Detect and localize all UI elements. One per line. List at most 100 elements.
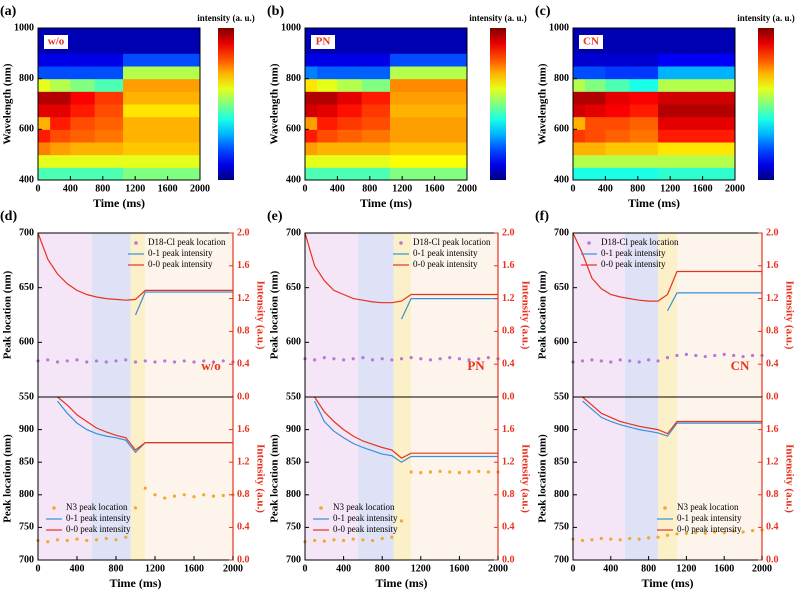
x-tick-label: 400 [598,183,613,194]
heatmap-cell [426,28,468,42]
scatter-point [713,530,717,534]
heatmap-cell [70,78,96,92]
scatter-point [94,538,99,542]
scatter-point [750,353,755,358]
time-region [393,233,412,397]
scatter-point [486,356,490,360]
x-axis-label: Time (ms) [360,196,412,210]
x-tick-label: 400 [70,563,85,574]
time-region [573,233,625,397]
heatmap-cell [694,154,736,168]
time-region [305,397,359,560]
colorbar-label: intensity (a. u.) [737,13,795,23]
y2-axis-label: Intensity (a.u.) [519,281,531,350]
y2-tick-label: 1.6 [502,260,515,271]
heatmap-cell [50,142,71,156]
y2-tick-label: 1.2 [237,456,250,467]
heatmap-cell [337,78,363,92]
heatmap-cell [629,104,659,118]
y-tick-label: 700 [19,554,34,565]
x-axis-label: Time (ms) [641,576,693,590]
heatmap-cell [426,53,468,67]
heatmap-cell [573,104,586,118]
plot-frame [304,27,468,181]
x-tick-label: 1200 [411,563,431,574]
heatmap-cell [123,78,160,92]
heatmap-cell [585,167,606,181]
heatmap-cell [573,78,586,92]
x-tick-label: 400 [336,563,351,574]
heatmap-cell [605,28,631,42]
scatter-point [55,538,60,542]
scatter-point [370,538,375,543]
heatmap-cell [573,154,586,168]
scatter-point [457,471,461,475]
legend-label: 0-0 peak intensity [148,259,213,269]
heatmap-cell [70,142,96,156]
y2-tick-label: 0.4 [502,522,515,533]
y2-tick-label: 0.0 [502,554,515,565]
heatmap-cell [38,78,51,92]
legend-label: N3 peak location [333,502,395,512]
heatmap-cell [159,116,201,130]
x-tick-label: 1200 [145,563,165,574]
x-tick-label: 0 [303,563,308,574]
scatter-point [342,358,346,362]
heatmap-cell [361,104,391,118]
heatmap-cell [70,40,96,54]
heatmap-cell [658,142,695,156]
heatmap-cell [585,78,606,92]
colorbar [758,28,774,180]
legend-marker [663,506,667,510]
scatter-point [580,359,585,363]
annotation: w/o [201,358,221,373]
y2-axis-label: Intensity (a.u.) [783,281,795,350]
heatmap-cell [585,104,606,118]
scatter-point [104,536,108,541]
legend-label: D18-Cl peak location [413,237,491,247]
x-tick-label: 2000 [457,183,477,194]
y2-tick-label: 2.0 [766,227,779,238]
y-tick-label: 800 [286,489,301,500]
heatmap-cell [361,40,391,54]
scatter-point [457,357,461,361]
heatmap-cell [605,116,631,130]
heatmap-cell [337,116,363,130]
y-tick-label: 550 [19,391,34,402]
scatter-point [647,358,651,362]
scatter-point [104,360,108,364]
heatmap-cell [50,66,71,80]
time-region [145,233,233,397]
scatter-point [665,356,670,360]
heatmap-cell [605,142,631,156]
heatmap-cell [573,91,586,105]
series-line [57,396,233,451]
scatter-point [153,493,157,497]
heatmap-cell [70,28,96,42]
y-tick-label: 900 [286,424,301,435]
scatter-point [599,536,603,541]
y-tick-label: 700 [19,227,34,238]
scatter-point [133,360,138,364]
heatmap-cell [629,28,659,42]
heatmap-cell [426,167,468,181]
heatmap-cell [38,167,51,181]
heatmap-cell [50,53,71,67]
y-tick-label: 400 [19,174,34,185]
scatter-point [182,359,186,363]
y-tick-label: 850 [554,456,569,467]
heatmap-cell [390,104,427,118]
heatmap-cell [390,91,427,105]
y2-tick-label: 0.4 [237,522,250,533]
heatmap-cell [629,78,659,92]
time-region [38,397,92,560]
y2-tick-label: 0.0 [766,554,779,565]
y-tick-label: 400 [554,174,569,185]
y-axis-label: Wavelength (nm) [537,63,549,144]
legend-label: 0-0 peak intensity [66,524,131,534]
heatmap-cell [629,66,659,80]
heatmap-cell [658,66,695,80]
scatter-point [46,358,50,362]
y-tick-label: 550 [554,391,569,402]
heatmap-cell [317,91,338,105]
